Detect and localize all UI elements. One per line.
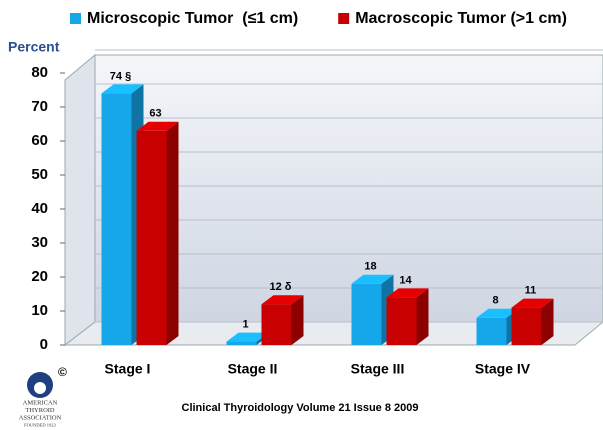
- y-tick-label: 10: [31, 302, 48, 319]
- bar: [136, 130, 167, 345]
- y-axis-label: Percent: [8, 39, 60, 55]
- bar: [511, 307, 542, 345]
- x-tick-label: Stage II: [228, 361, 278, 377]
- logo-text: AMERICAN: [23, 399, 58, 406]
- value-label: 18: [364, 261, 376, 273]
- x-tick-label: Stage IV: [475, 361, 531, 377]
- y-tick-label: 80: [31, 64, 48, 81]
- value-label: 74 §: [110, 70, 131, 82]
- value-label: 11: [525, 285, 537, 297]
- bar-side: [166, 121, 179, 345]
- bar-side: [291, 295, 304, 345]
- value-label: 12 δ: [270, 281, 292, 293]
- bar-top: [136, 121, 179, 131]
- bar: [101, 93, 132, 346]
- legend-label: Microscopic Tumor (≤1 cm): [87, 10, 298, 27]
- footer: Clinical Thyroidology Volume 21 Issue 8 …: [182, 402, 419, 414]
- bar: [476, 317, 507, 345]
- y-tick-label: 60: [31, 132, 48, 149]
- logo: [27, 372, 53, 398]
- logo-text: THYROID: [25, 407, 55, 414]
- value-label: 14: [399, 274, 412, 286]
- legend-swatch: [70, 13, 81, 24]
- y-tick-label: 70: [31, 98, 48, 115]
- value-label: 63: [149, 108, 161, 120]
- bar: [351, 283, 382, 345]
- bar-side: [541, 298, 554, 345]
- y-tick-label: 30: [31, 234, 48, 251]
- bar-top: [351, 274, 394, 284]
- bar-top: [226, 332, 269, 342]
- bar-top: [261, 295, 304, 305]
- bar-side: [416, 288, 429, 345]
- bar-top: [101, 84, 144, 94]
- logo-text: FOUNDED 1923: [24, 423, 56, 428]
- x-tick-label: Stage I: [105, 361, 151, 377]
- logo-text: ASSOCIATION: [19, 414, 62, 421]
- bar-top: [511, 298, 554, 308]
- bar: [261, 304, 292, 345]
- y-tick-label: 20: [31, 268, 48, 285]
- value-label: 8: [492, 295, 498, 307]
- logo-mark: ©: [58, 365, 67, 379]
- y-tick-label: 40: [31, 200, 48, 217]
- logo-inner: [34, 382, 46, 394]
- legend-swatch: [338, 13, 350, 24]
- y-tick-label: 0: [40, 336, 48, 353]
- legend-label: Macroscopic Tumor (>1 cm): [355, 10, 567, 27]
- x-tick-label: Stage III: [351, 361, 405, 377]
- bar-top: [386, 288, 429, 298]
- bar: [226, 341, 257, 345]
- y-tick-label: 50: [31, 166, 48, 183]
- bar-top: [476, 308, 519, 318]
- bar: [386, 297, 417, 345]
- side-wall: [64, 53, 96, 347]
- value-label: 1: [242, 319, 248, 331]
